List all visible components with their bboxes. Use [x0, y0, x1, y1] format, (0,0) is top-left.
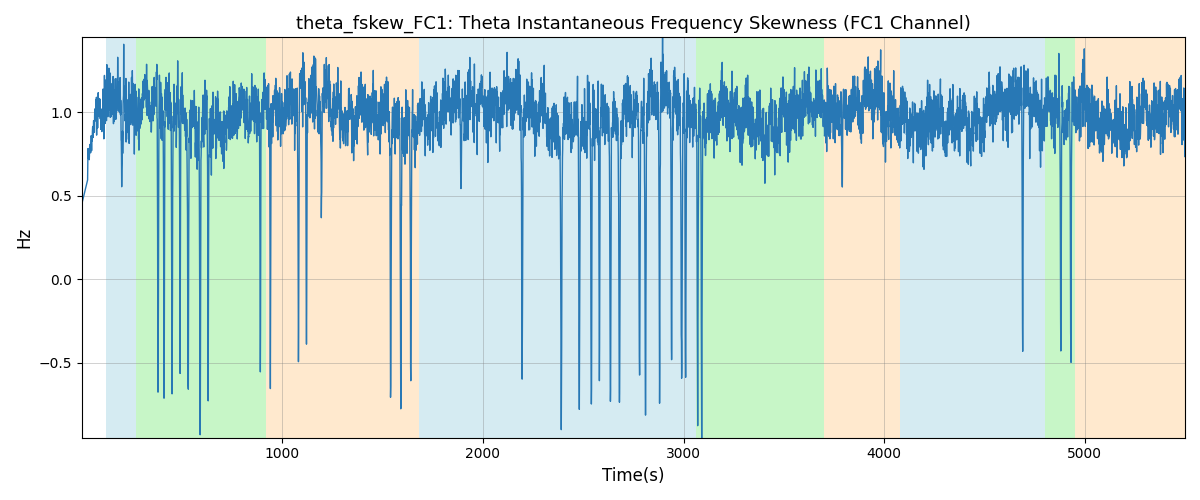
Bar: [900, 38, 1044, 438]
Bar: [419, 38, 696, 438]
Bar: [266, 38, 419, 438]
Bar: [1044, 38, 1075, 438]
Title: theta_fskew_FC1: Theta Instantaneous Frequency Skewness (FC1 Channel): theta_fskew_FC1: Theta Instantaneous Fre…: [296, 15, 971, 34]
X-axis label: Time(s): Time(s): [602, 467, 665, 485]
Bar: [136, 38, 266, 438]
Bar: [1075, 38, 1186, 438]
Bar: [696, 38, 824, 438]
Y-axis label: Hz: Hz: [14, 227, 34, 248]
Bar: [106, 38, 136, 438]
Bar: [824, 38, 900, 438]
